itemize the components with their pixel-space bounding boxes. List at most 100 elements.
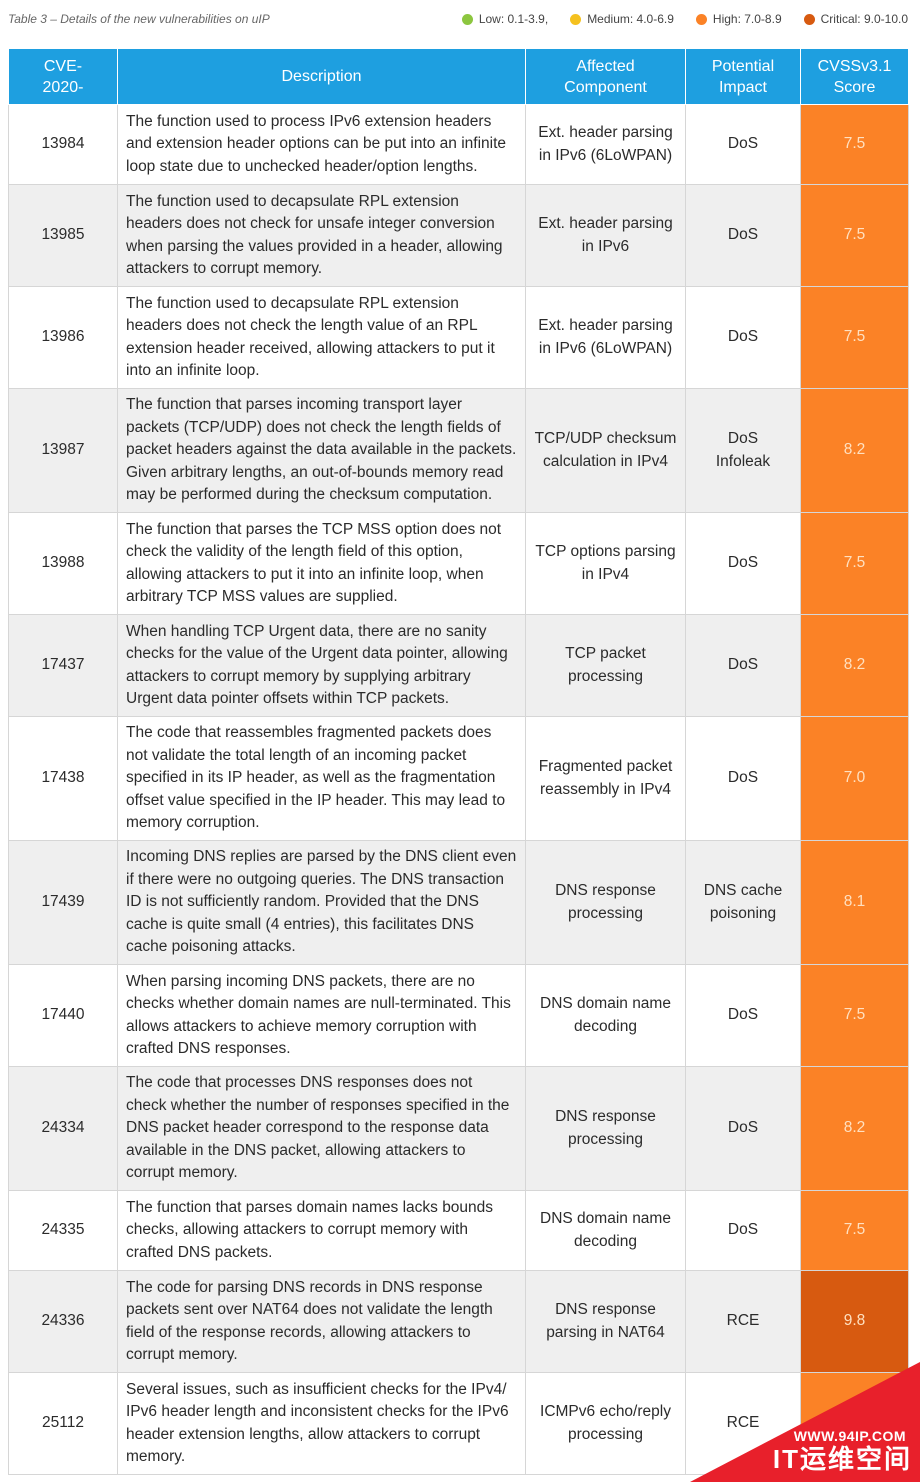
component-cell: ICMPv6 echo/reply processing [525, 1372, 686, 1475]
score-cell: 7.0 [800, 716, 909, 841]
header-impact: Potential Impact [685, 48, 801, 105]
description-cell: The code that reassembles fragmented pac… [117, 716, 526, 841]
table-row: 17439 Incoming DNS replies are parsed by … [8, 840, 909, 965]
table-body: 13984 The function used to process IPv6 e… [8, 104, 909, 1475]
legend-label: Medium: 4.0-6.9 [587, 12, 674, 26]
legend-dot-icon [461, 13, 473, 25]
impact-cell: DoS [685, 512, 801, 615]
header-score: CVSSv3.1 Score [800, 48, 909, 105]
cve-id-cell: 17437 [8, 614, 118, 717]
component-cell: TCP packet processing [525, 614, 686, 717]
component-cell: DNS domain name decoding [525, 1190, 686, 1271]
header-component: Affected Component [525, 48, 686, 105]
impact-cell: DoS Infoleak [685, 388, 801, 513]
legend-dot-icon [570, 13, 582, 25]
severity-legend: Low: 0.1-3.9, Medium: 4.0-6.9 High: 7.0-8.… [440, 12, 908, 26]
component-cell: Ext. header parsing in IPv6 (6LoWPAN) [525, 286, 686, 389]
cve-id-cell: 17440 [8, 964, 118, 1067]
impact-value: DoS [727, 1221, 759, 1239]
impact-value: DoS [727, 1119, 759, 1137]
component-cell: DNS domain name decoding [525, 964, 686, 1067]
score-cell: 7.5 [800, 104, 909, 185]
table-caption: Table 3 – Details of the new vulnerabili… [8, 12, 270, 26]
watermark-text: IT运维空间 [772, 1444, 912, 1474]
component-cell: Ext. header parsing in IPv6 [525, 184, 686, 287]
table-row: 13988 The function that parses the TCP MS… [8, 512, 909, 615]
impact-cell: DoS [685, 1190, 801, 1271]
table-header-row: CVE- 2020- Description Affected Componen… [8, 48, 909, 105]
score-cell: 8.2 [800, 388, 909, 513]
impact-value: DoS [727, 656, 759, 674]
impact-value: DoS [727, 226, 759, 244]
component-cell: DNS response parsing in NAT64 [525, 1270, 686, 1373]
header-cve: CVE- 2020- [8, 48, 118, 105]
impact-cell: DoS [685, 286, 801, 389]
component-cell: Ext. header parsing in IPv6 (6LoWPAN) [525, 104, 686, 185]
cve-id-cell: 13984 [8, 104, 118, 185]
impact-cell: DoS [685, 964, 801, 1067]
component-cell: TCP options parsing in IPv4 [525, 512, 686, 615]
description-cell: Incoming DNS replies are parsed by the D… [117, 840, 526, 965]
table-row: 13986 The function used to decapsulate RP… [8, 286, 909, 389]
component-cell: TCP/UDP checksum calculation in IPv4 [525, 388, 686, 513]
description-cell: Several issues, such as insufficient che… [117, 1372, 526, 1475]
legend-label: Low: 0.1-3.9, [478, 12, 549, 26]
description-cell: The function used to decapsulate RPL ext… [117, 286, 526, 389]
description-cell: The code for parsing DNS records in DNS … [117, 1270, 526, 1373]
impact-value: DoS [727, 135, 759, 153]
score-cell: 8.2 [800, 614, 909, 717]
score-cell: 7.5 [800, 184, 909, 287]
description-cell: The function used to decapsulate RPL ext… [117, 184, 526, 287]
score-cell: 7.5 [800, 286, 909, 389]
legend-item: Medium: 4.0-6.9 [570, 12, 674, 26]
description-cell: The function that parses domain names la… [117, 1190, 526, 1271]
cve-id-cell: 17439 [8, 840, 118, 965]
description-cell: The function that parses the TCP MSS opt… [117, 512, 526, 615]
impact-cell: RCE [685, 1270, 801, 1373]
cve-id-cell: 24336 [8, 1270, 118, 1373]
legend-dot-icon [803, 13, 815, 25]
cve-id-cell: 24335 [8, 1190, 118, 1271]
legend-item: High: 7.0-8.9 [695, 12, 782, 26]
impact-value: DoS [727, 769, 759, 787]
component-cell: DNS response processing [525, 840, 686, 965]
table-row: 13985 The function used to decapsulate RP… [8, 184, 909, 287]
table-row: 24334 The code that processes DNS respons… [8, 1066, 909, 1191]
score-cell: 8.1 [800, 840, 909, 965]
description-cell: The function used to process IPv6 extens… [117, 104, 526, 185]
impact-value: DoS [727, 430, 759, 447]
legend-label: High: 7.0-8.9 [712, 12, 782, 26]
impact-value: RCE [726, 1312, 760, 1330]
description-cell: The code that processes DNS responses do… [117, 1066, 526, 1191]
description-cell: The function that parses incoming transp… [117, 388, 526, 513]
cve-id-cell: 13988 [8, 512, 118, 615]
legend-dot-icon [695, 13, 707, 25]
score-cell: 7.5 [800, 512, 909, 615]
cve-id-cell: 25112 [8, 1372, 118, 1475]
site-watermark: WWW.94IP.COM IT运维空间 [690, 1362, 920, 1482]
table-row: 24335 The function that parses domain nam… [8, 1190, 909, 1271]
table-row: 13984 The function used to process IPv6 e… [8, 104, 909, 185]
component-cell: DNS response processing [525, 1066, 686, 1191]
table-row: 24336 The code for parsing DNS records in… [8, 1270, 909, 1373]
impact-value: DNS cache poisoning [703, 882, 783, 922]
impact-value: DoS [727, 328, 759, 346]
score-cell: 8.2 [800, 1066, 909, 1191]
table-row: 13987 The function that parses incoming t… [8, 388, 909, 513]
impact-cell: DoS [685, 614, 801, 717]
header-description: Description [117, 48, 526, 105]
impact-cell: DoS [685, 716, 801, 841]
impact-cell: DNS cache poisoning [685, 840, 801, 965]
watermark-url: WWW.94IP.COM [793, 1428, 906, 1444]
score-cell: 7.5 [800, 964, 909, 1067]
table-row: 17437 When handling TCP Urgent data, ther… [8, 614, 909, 717]
impact-cell: DoS [685, 184, 801, 287]
caption-bar: Table 3 – Details of the new vulnerabili… [0, 0, 920, 44]
table-row: 17440 When parsing incoming DNS packets, … [8, 964, 909, 1067]
watermark-triangle [690, 1362, 920, 1482]
score-cell: 9.8 [800, 1270, 909, 1373]
cve-id-cell: 13986 [8, 286, 118, 389]
legend-label: Critical: 9.0-10.0 [820, 12, 908, 26]
table-row: 17438 The code that reassembles fragmente… [8, 716, 909, 841]
component-cell: Fragmented packet reassembly in IPv4 [525, 716, 686, 841]
